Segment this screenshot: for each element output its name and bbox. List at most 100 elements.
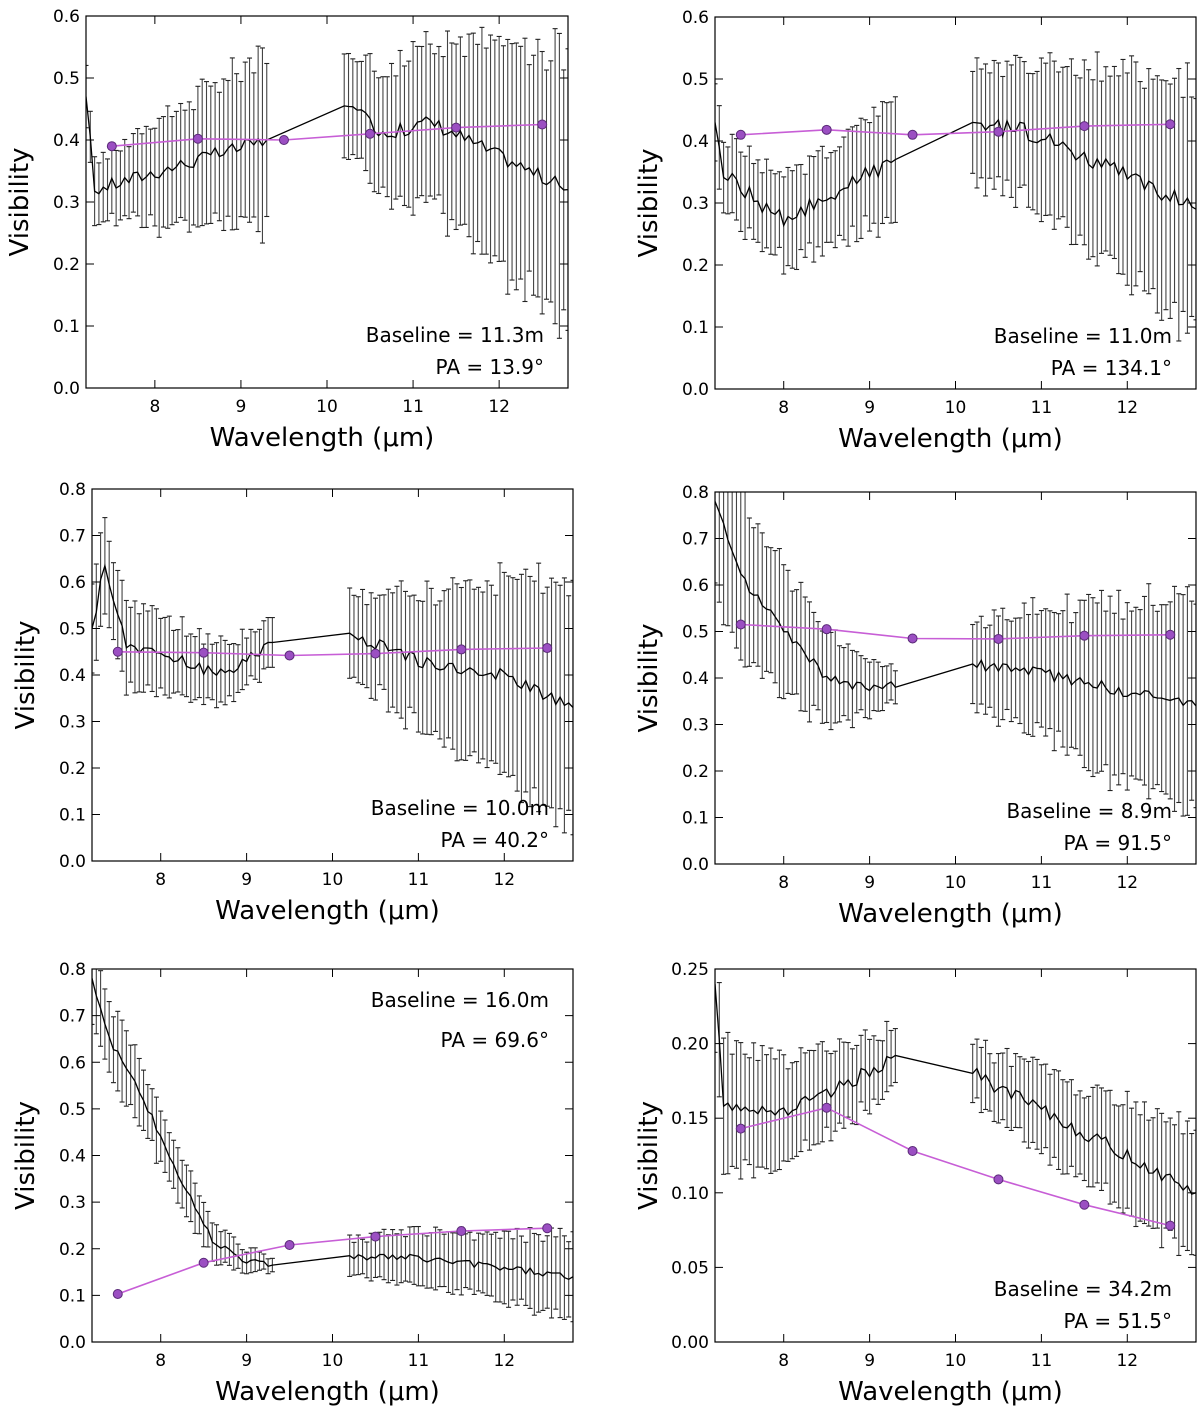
- x-tick-label: 12: [493, 870, 515, 890]
- model-point: [370, 648, 381, 659]
- y-axis-label: Visibility: [5, 148, 35, 257]
- y-tick-label: 0.4: [59, 666, 86, 686]
- model-point: [735, 1123, 746, 1134]
- model-line: [740, 123, 1171, 136]
- y-tick-label: 0.4: [682, 132, 709, 152]
- x-tick-label: 9: [241, 870, 252, 890]
- model-point: [1165, 629, 1176, 640]
- x-tick-label: 11: [1031, 1351, 1053, 1371]
- y-axis-label: Visibility: [634, 149, 664, 258]
- model-point: [1165, 119, 1176, 130]
- y-tick-label: 0.2: [59, 759, 86, 779]
- x-axis-label: Wavelength (μm): [838, 424, 1063, 454]
- x-tick-label: 8: [778, 398, 789, 418]
- y-tick-label: 0.0: [59, 1333, 86, 1353]
- baseline-annotation: Baseline = 11.0m: [994, 324, 1172, 348]
- y-tick-label: 0.3: [682, 194, 709, 214]
- y-axis-label: Visibility: [634, 1101, 664, 1210]
- x-tick-label: 11: [1031, 398, 1053, 418]
- panel-3: 8 9 10 11 12 0.0 0.1 0.2 0.3 0.4 0.5 0.6 0.7 0.8 Wavel…: [11, 480, 574, 926]
- x-tick-label: 10: [322, 1351, 344, 1371]
- model-point: [735, 619, 746, 630]
- pa-annotation: PA = 51.5°: [1064, 1309, 1172, 1333]
- model-line: [117, 1227, 548, 1295]
- model-point: [1165, 1220, 1176, 1231]
- y-tick-label: 0.5: [59, 1100, 86, 1120]
- y-tick-label: 0.7: [682, 530, 709, 550]
- panel-1: 8 9 10 11 12 0.0 0.1 0.2 0.3 0.4 0.5 0.6 Wavelength …: [5, 7, 569, 453]
- baseline-annotation: Baseline = 34.2m: [994, 1277, 1172, 1301]
- model-series: [112, 643, 553, 661]
- y-tick-label: 0.15: [671, 1109, 709, 1129]
- model-point: [112, 646, 123, 657]
- x-tick-label: 10: [945, 873, 967, 893]
- model-series: [735, 119, 1176, 140]
- plot-frame: [91, 968, 574, 1343]
- y-tick-label: 0.8: [682, 483, 709, 503]
- model-point: [365, 128, 376, 139]
- model-point: [198, 1257, 209, 1268]
- y-tick-label: 0.05: [671, 1258, 709, 1278]
- y-tick-label: 0.2: [682, 762, 709, 782]
- y-tick-label: 0.0: [53, 379, 80, 399]
- y-tick-label: 0.6: [59, 573, 86, 593]
- model-point: [192, 133, 203, 144]
- model-line: [740, 623, 1171, 640]
- x-tick-label: 12: [1116, 398, 1138, 418]
- model-point: [907, 1146, 918, 1157]
- observed-series: [92, 969, 573, 1323]
- model-point: [284, 650, 295, 661]
- model-point: [370, 1231, 381, 1242]
- panel-2: 8 9 10 11 12 0.0 0.1 0.2 0.3 0.4 0.5 0.6 Wavelength …: [634, 8, 1197, 454]
- model-point: [112, 1288, 123, 1299]
- baseline-annotation: Baseline = 16.0m: [371, 988, 549, 1012]
- x-axis-label: Wavelength (μm): [838, 899, 1063, 929]
- model-series: [735, 1102, 1176, 1231]
- x-tick-label: 12: [493, 1351, 515, 1371]
- y-tick-label: 0.25: [671, 960, 709, 980]
- model-point: [735, 129, 746, 140]
- x-tick-label: 11: [402, 397, 424, 417]
- x-tick-label: 8: [149, 397, 160, 417]
- x-axis-label: Wavelength (μm): [215, 896, 440, 926]
- x-tick-label: 10: [945, 1351, 967, 1371]
- x-tick-label: 9: [864, 1351, 875, 1371]
- y-tick-label: 0.1: [59, 806, 86, 826]
- model-point: [907, 633, 918, 644]
- observed-line: [715, 118, 1196, 228]
- y-tick-label: 0.3: [59, 713, 86, 733]
- model-point: [1079, 630, 1090, 641]
- observed-line: [92, 563, 573, 708]
- model-point: [993, 126, 1004, 137]
- y-tick-label: 0.1: [53, 317, 80, 337]
- y-tick-label: 0.4: [59, 1147, 86, 1167]
- y-tick-label: 0.10: [671, 1184, 709, 1204]
- y-tick-label: 0.1: [682, 318, 709, 338]
- y-tick-label: 0.2: [682, 256, 709, 276]
- model-point: [542, 1223, 553, 1234]
- panel-4: 8 9 10 11 12 0.0 0.1 0.2 0.3 0.4 0.5 0.6 0.7 0.8 Wavel…: [634, 483, 1197, 929]
- model-point: [993, 633, 1004, 644]
- x-tick-label: 8: [778, 873, 789, 893]
- x-axis-label: Wavelength (μm): [838, 1377, 1063, 1407]
- y-tick-label: 0.6: [682, 576, 709, 596]
- y-axis-label: Visibility: [11, 1101, 41, 1210]
- y-tick-label: 0.5: [59, 620, 86, 640]
- y-tick-label: 0.4: [682, 669, 709, 689]
- x-tick-label: 12: [1116, 873, 1138, 893]
- y-axis-label: Visibility: [634, 624, 664, 733]
- pa-annotation: PA = 40.2°: [441, 828, 549, 852]
- observed-series: [715, 492, 1196, 817]
- x-axis-label: Wavelength (μm): [215, 1377, 440, 1407]
- pa-annotation: PA = 134.1°: [1051, 356, 1172, 380]
- observed-line: [715, 501, 1196, 707]
- y-tick-label: 0.20: [671, 1035, 709, 1055]
- x-tick-label: 11: [1031, 873, 1053, 893]
- observed-line: [86, 96, 568, 195]
- pa-annotation: PA = 69.6°: [441, 1028, 549, 1052]
- pa-annotation: PA = 91.5°: [1064, 831, 1172, 855]
- x-tick-label: 8: [155, 1351, 166, 1371]
- y-axis-label: Visibility: [11, 621, 41, 730]
- model-point: [821, 1102, 832, 1113]
- model-point: [284, 1240, 295, 1251]
